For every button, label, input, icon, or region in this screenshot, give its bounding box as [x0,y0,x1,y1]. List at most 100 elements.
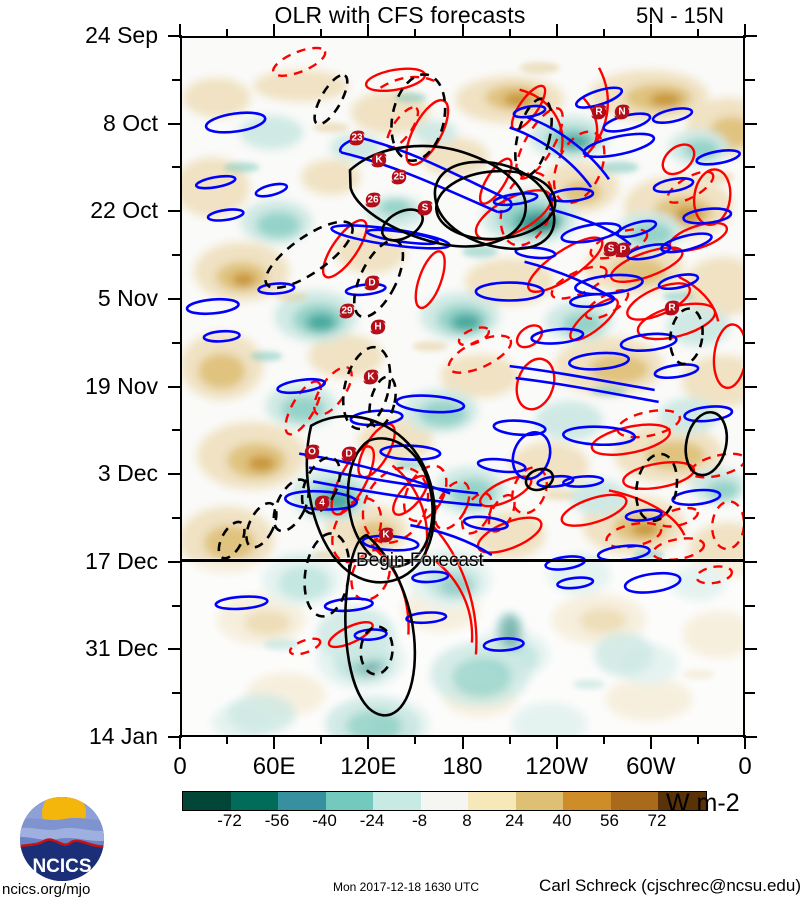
y-tick-major [743,736,757,738]
hurricane-icon [314,495,330,511]
x-tick-major [179,735,181,749]
y-tick-minor [172,78,182,81]
hurricane-icon [364,275,380,291]
x-tick-minor [508,29,511,38]
storm-marker[interactable]: R [662,298,683,319]
colorbar-cell [658,792,706,810]
storm-marker-label: P [619,244,627,256]
y-tick-major [743,210,757,213]
hurricane-icon [371,152,387,168]
y-axis-label: 24 Sep [85,22,158,48]
storm-marker-label: O [308,446,316,458]
y-tick-major [743,122,757,125]
x-axis-label: 60E [252,753,296,780]
storm-marker[interactable]: S [601,239,622,260]
page-title: OLR with CFS forecasts [274,2,526,28]
hurricane-icon [417,200,433,216]
storm-marker[interactable]: S [415,198,436,219]
y-tick-major [743,297,757,300]
x-tick-major [367,735,370,749]
colorbar-tick-label: -40 [312,811,337,830]
x-tick-major [744,24,746,38]
x-axis-label: 120W [525,753,589,780]
colorbar [182,791,707,811]
storm-marker[interactable]: H [368,317,389,338]
hurricane-icon [378,527,394,543]
y-axis-label: 8 Oct [103,109,158,136]
x-tick-major [273,735,276,749]
storm-marker[interactable]: K [369,150,390,171]
storm-marker[interactable]: P [613,240,634,261]
hurricane-icon [664,300,680,316]
storm-marker[interactable]: 23 [347,128,368,149]
begin-forecast-line [182,559,743,562]
y-tick-minor [745,78,755,81]
storm-marker-label: R [668,302,676,314]
x-tick-minor [414,29,417,38]
storm-marker-label: 29 [341,305,353,317]
y-tick-major [743,648,757,651]
latitude-range-label: 5N - 15N [635,3,725,28]
y-axis-label: 14 Jan [88,723,158,749]
colorbar-tick-label: -72 [217,811,242,830]
colorbar-tick-label: 40 [552,811,572,830]
storm-marker[interactable]: K [376,525,397,546]
author-contact: Carl Schreck (cjschrec@ncsu.edu) [539,876,801,895]
storm-marker[interactable]: R [589,102,610,123]
y-tick-major [743,560,757,563]
storm-marker[interactable]: K [361,367,382,388]
x-tick-minor [508,735,511,744]
x-tick-major [179,24,181,38]
x-tick-major [555,735,558,749]
y-tick-major [168,560,182,563]
storm-marker[interactable]: O [302,442,323,463]
x-tick-major [367,24,370,38]
y-tick-major [168,736,182,738]
storm-marker[interactable]: D [362,273,383,294]
y-tick-major [168,473,182,476]
timestamp: Mon 2017-12-18 1630 UTC [333,880,480,894]
logo-text: NCICS [32,856,91,877]
storm-marker-label: S [421,202,429,214]
y-tick-major [743,35,757,37]
x-tick-minor [414,735,417,744]
colorbar-cell [610,792,658,810]
y-tick-minor [745,429,755,432]
hurricane-icon [603,241,619,257]
colorbar-tick-label: -24 [359,811,385,830]
colorbar-cell [515,792,563,810]
colorbar-tick-label: 8 [462,811,472,830]
y-axis-label: 31 Dec [85,635,158,662]
begin-forecast-label: Begin Forecast [356,550,484,571]
hurricane-icon [614,104,630,120]
x-tick-major [649,24,652,38]
x-axis-label: 120E [340,753,397,780]
x-tick-major [461,24,464,38]
colorbar-cell [325,792,373,810]
hurricane-icon [591,104,607,120]
colorbar-cell [373,792,421,810]
x-axis-label: 60W [626,753,676,780]
x-axis-label: 0 [738,753,752,780]
storm-marker[interactable]: 4 [312,493,333,514]
colorbar-tick-label: 56 [600,811,619,830]
storm-marker[interactable]: 26 [363,190,384,211]
colorbar-cell [278,792,326,810]
y-tick-minor [745,341,755,344]
x-tick-minor [226,735,229,744]
ncics-url[interactable]: ncics.org/mjo [2,881,91,898]
storm-marker[interactable]: D [339,444,360,465]
y-axis-label: 5 Nov [97,284,158,311]
y-axis-label: 17 Dec [85,547,158,574]
colorbar-tick-label: -56 [264,811,290,830]
x-axis-label: 0 [173,753,187,780]
storm-marker-label: S [607,243,615,255]
y-tick-minor [172,254,182,257]
colorbar-tick-label: -8 [411,811,428,830]
y-tick-minor [745,254,755,257]
storm-marker[interactable]: 29 [337,301,358,322]
storm-marker[interactable]: 25 [389,167,410,188]
storm-marker-label: D [368,277,376,289]
storm-marker[interactable]: N [612,102,633,123]
